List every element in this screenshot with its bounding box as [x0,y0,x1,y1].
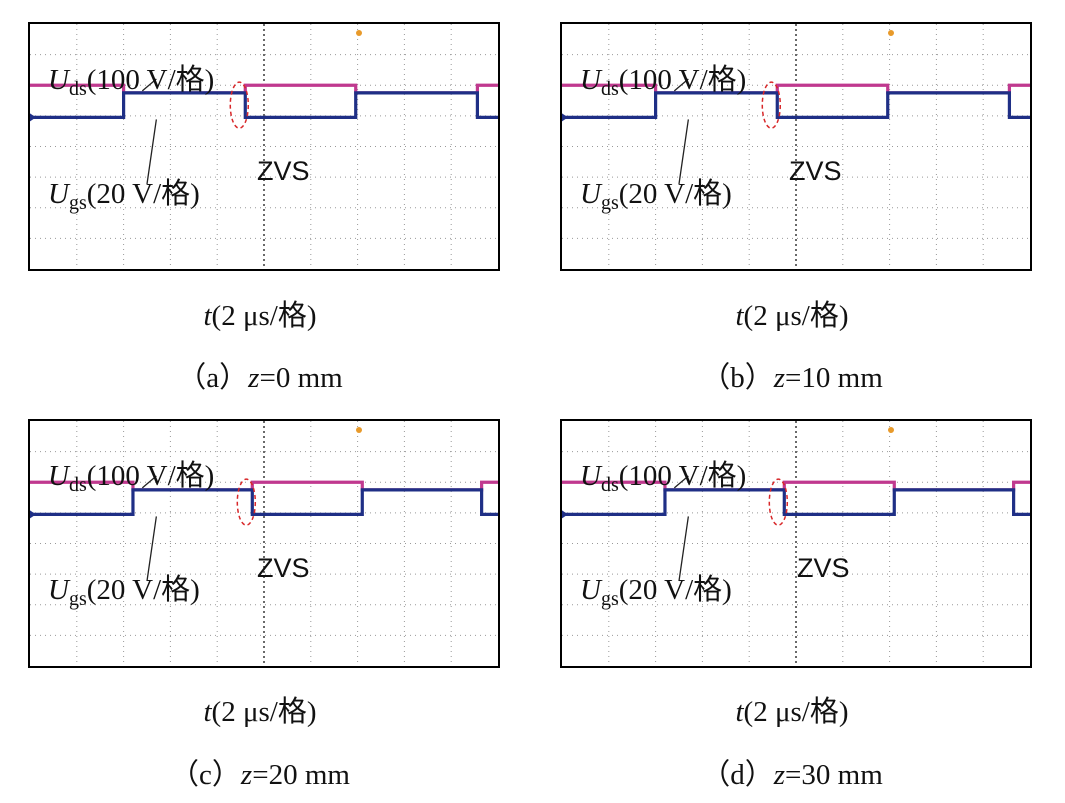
scope-screen-c [28,419,500,668]
uds-label-c: Uds(100 V/格) [48,460,215,496]
uds-leader-line [673,475,689,489]
uds-label-b: Uds(100 V/格) [580,64,747,100]
zvs-highlight-ellipse [229,81,250,129]
uds-label-d: Uds(100 V/格) [580,460,747,496]
ugs-leader-line [146,516,158,582]
waveform-uds [562,480,1030,492]
uds-leader-line [141,475,157,489]
caption-b: （b）z=10 mm [701,362,883,394]
waveform-uds [30,480,498,492]
uds-label-a: Uds(100 V/格) [48,64,215,100]
waveform-ugs [30,488,498,517]
ugs-label-b: Ugs(20 V/格) [580,178,732,214]
x-axis-label-d: t(2 μs/格) [735,696,849,728]
ugs-leader-line [146,119,158,185]
uds-leader-line [673,78,689,92]
caption-a: （a）z=0 mm [177,362,343,394]
waveform-ugs [30,91,498,120]
waveform-plot-d [562,421,1030,666]
scope-screen-a [28,22,500,271]
scope-screen-d [560,419,1032,668]
waveform-uds [30,83,498,95]
waveform-ugs [562,488,1030,517]
ugs-leader-line [678,516,690,582]
x-axis-label-c: t(2 μs/格) [203,696,317,728]
ugs-leader-line [678,119,690,185]
waveform-plot-c [30,421,498,666]
zvs-annotation-b: ZVS [789,156,842,186]
uds-leader-line [141,78,157,92]
zvs-annotation-c: ZVS [257,553,310,583]
scope-screen-b [560,22,1032,271]
zvs-highlight-ellipse [761,81,782,129]
waveform-ugs [562,91,1030,120]
ugs-label-a: Ugs(20 V/格) [48,178,200,214]
caption-c: （c）z=20 mm [170,759,350,791]
trigger-marker-icon [356,427,363,433]
trigger-marker-icon [356,30,363,36]
ugs-label-d: Ugs(20 V/格) [580,574,732,610]
x-axis-label-b: t(2 μs/格) [735,300,849,332]
zvs-highlight-ellipse [236,478,257,526]
zvs-highlight-ellipse [768,478,789,526]
trigger-marker-icon [888,30,895,36]
trigger-marker-icon [888,427,895,433]
waveform-plot-b [562,24,1030,269]
zvs-annotation-a: ZVS [257,156,310,186]
waveform-plot-a [30,24,498,269]
zvs-annotation-d: ZVS [797,553,850,583]
caption-d: （d）z=30 mm [701,759,883,791]
x-axis-label-a: t(2 μs/格) [203,300,317,332]
ugs-label-c: Ugs(20 V/格) [48,574,200,610]
waveform-uds [562,83,1030,95]
